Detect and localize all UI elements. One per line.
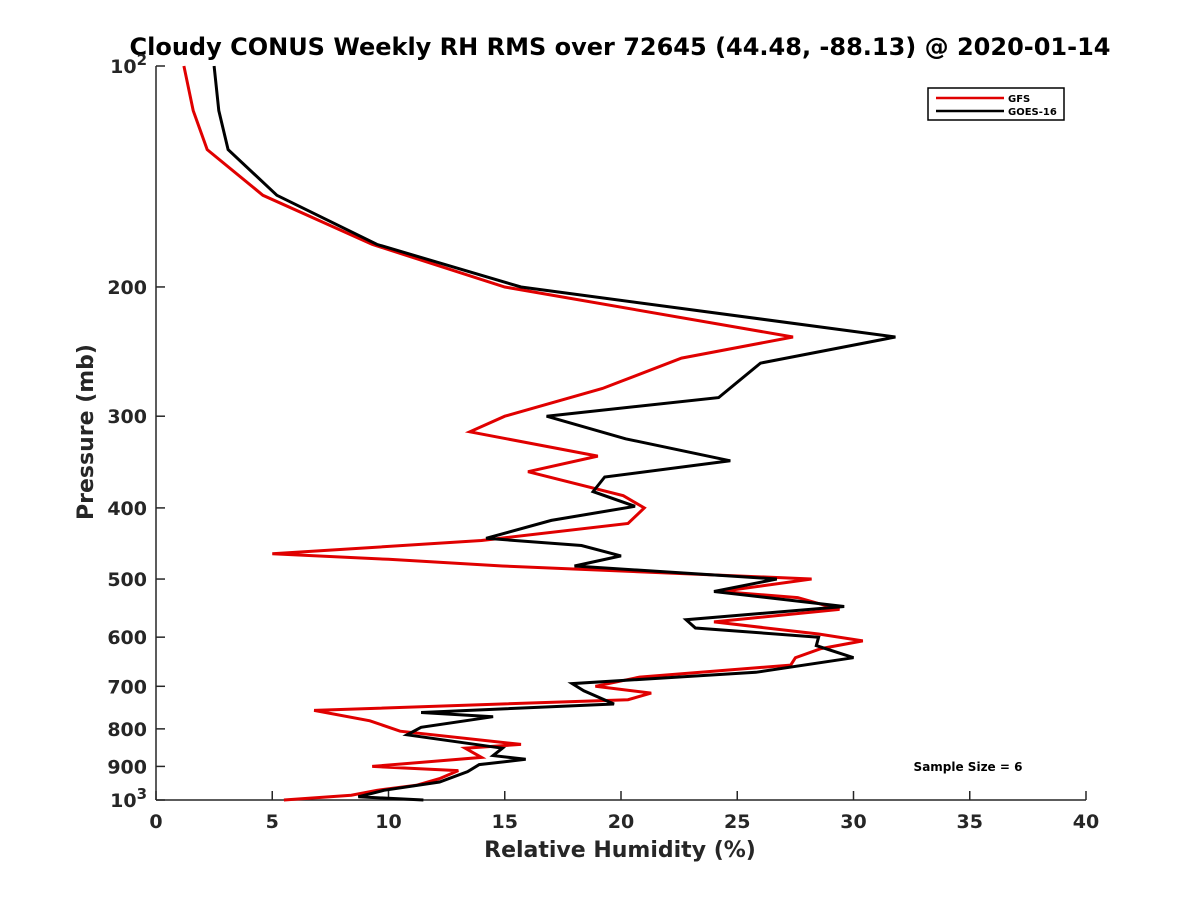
chart-title: Cloudy CONUS Weekly RH RMS over 72645 (4… <box>130 33 1111 61</box>
tick-labels: 0 5 10 15 20 25 30 35 40 102 200 300 400 500 600 700 800… <box>107 51 1099 833</box>
x-tick-label: 35 <box>957 811 983 833</box>
series-line-goes-16 <box>212 65 896 802</box>
plot-axes <box>155 65 1087 801</box>
x-tick-label: 20 <box>608 811 634 833</box>
y-axis-label: Pressure (mb) <box>74 344 99 520</box>
y-tick-label: 103 <box>110 785 147 812</box>
x-tick-label: 0 <box>149 811 162 833</box>
y-tick-label: 200 <box>107 277 147 299</box>
y-tick-label: 800 <box>107 719 147 741</box>
series-line-gfs <box>182 65 864 802</box>
x-tick-label: 30 <box>840 811 866 833</box>
x-tick-label: 40 <box>1073 811 1099 833</box>
x-tick-label: 15 <box>492 811 518 833</box>
x-axis-label: Relative Humidity (%) <box>484 838 756 863</box>
series-layer <box>182 65 896 802</box>
y-tick-label: 600 <box>107 627 147 649</box>
y-tick-label: 500 <box>107 569 147 591</box>
y-tick-label: 900 <box>107 756 147 778</box>
sample-size-annotation: Sample Size = 6 <box>914 760 1023 774</box>
legend-label: GFS <box>1008 94 1030 105</box>
x-tick-label: 10 <box>375 811 401 833</box>
y-tick-label: 700 <box>107 676 147 698</box>
x-tick-label: 25 <box>724 811 750 833</box>
legend-label: GOES-16 <box>1008 107 1057 118</box>
y-tick-label: 102 <box>110 51 147 78</box>
legend-box <box>927 87 1065 121</box>
y-tick-label: 400 <box>107 498 147 520</box>
y-tick-label: 300 <box>107 406 147 428</box>
x-tick-label: 5 <box>266 811 279 833</box>
legend: GFS GOES-16 <box>927 87 1065 121</box>
